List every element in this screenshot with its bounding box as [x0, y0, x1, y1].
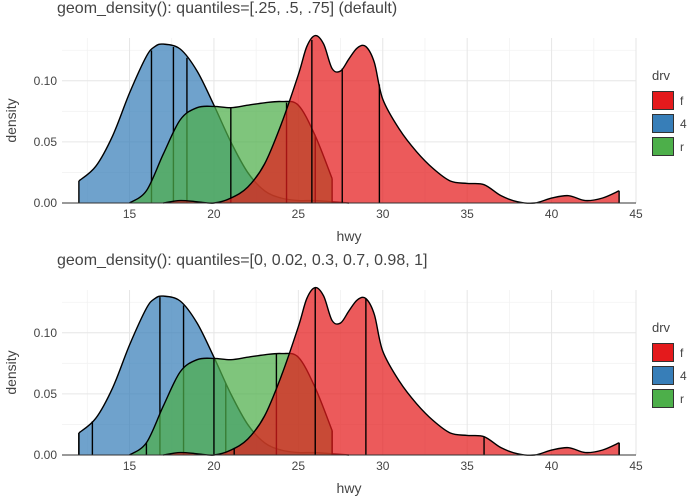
legend-title: drv — [652, 320, 671, 335]
legend-label-4: 4 — [680, 368, 687, 383]
y-tick-label: 0.00 — [34, 448, 58, 462]
y-tick-label: 0.00 — [34, 196, 58, 210]
legend-swatch-r — [652, 389, 674, 408]
y-tick-label: 0.10 — [34, 326, 58, 340]
density-area-f — [163, 287, 620, 456]
legend-label-4: 4 — [680, 116, 687, 131]
legend-title: drv — [652, 68, 671, 83]
legend-swatch-4 — [652, 366, 674, 385]
x-tick-label: 25 — [292, 207, 306, 221]
x-tick-label: 35 — [460, 207, 474, 221]
x-tick-label: 40 — [545, 459, 559, 473]
density-plot: 15 20 25 30 35 40 45 0.00 0.05 0.10 hwy density — [3, 34, 643, 244]
legend-swatch-f — [652, 343, 674, 362]
x-tick-label: 30 — [376, 207, 390, 221]
x-tick-label: 15 — [123, 207, 137, 221]
x-tick-label: 25 — [292, 459, 306, 473]
legend-swatch-r — [652, 137, 674, 156]
y-axis-label: density — [3, 98, 19, 142]
x-axis-label: hwy — [337, 480, 362, 496]
legend-item-r: r — [652, 387, 696, 410]
legend-swatch-f — [652, 91, 674, 110]
y-tick-label: 0.05 — [34, 135, 58, 149]
x-tick-label: 20 — [207, 459, 221, 473]
chart-title: geom_density(): quantiles=[.25, .5, .75]… — [57, 0, 398, 17]
legend-item-r: r — [652, 135, 696, 158]
x-tick-label: 20 — [207, 207, 221, 221]
chart-panel-2: geom_density(): quantiles=[0, 0.02, 0.3,… — [0, 252, 700, 502]
legend-label-r: r — [680, 139, 684, 154]
legend-label-r: r — [680, 391, 684, 406]
density-area-f — [163, 35, 620, 204]
chart-title: geom_density(): quantiles=[0, 0.02, 0.3,… — [57, 252, 428, 269]
chart-panel-1: geom_density(): quantiles=[.25, .5, .75]… — [0, 0, 700, 250]
legend-item-f: f — [652, 341, 696, 364]
legend-swatch-4 — [652, 114, 674, 133]
x-tick-label: 45 — [629, 207, 643, 221]
y-tick-label: 0.10 — [34, 74, 58, 88]
legend-item-f: f — [652, 89, 696, 112]
x-tick-label: 40 — [545, 207, 559, 221]
x-tick-label: 15 — [123, 459, 137, 473]
density-plot: 15 20 25 30 35 40 45 0.00 0.05 0.10 hwy density — [3, 286, 643, 496]
legend-item-4: 4 — [652, 364, 696, 387]
y-axis-label: density — [3, 350, 19, 394]
legend-label-f: f — [680, 93, 684, 108]
legend-item-4: 4 — [652, 112, 696, 135]
x-tick-label: 35 — [460, 459, 474, 473]
x-axis-label: hwy — [337, 228, 362, 244]
y-tick-label: 0.05 — [34, 387, 58, 401]
legend: drv f 4 r — [652, 68, 696, 158]
legend-label-f: f — [680, 345, 684, 360]
legend: drv f 4 r — [652, 320, 696, 410]
x-tick-label: 45 — [629, 459, 643, 473]
x-tick-label: 30 — [376, 459, 390, 473]
